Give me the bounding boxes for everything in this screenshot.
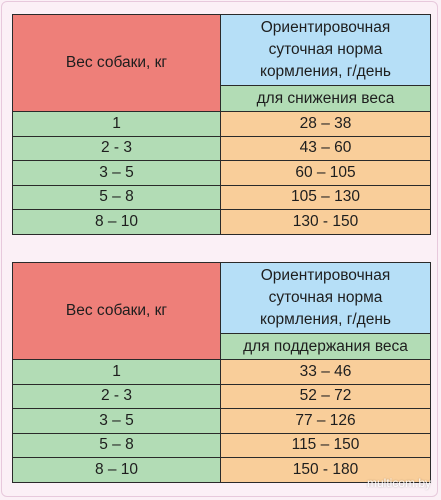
norm-cell: 52 – 72 xyxy=(220,383,431,409)
table-subheader-row: для снижения веса xyxy=(13,85,431,112)
weight-cell: 1 xyxy=(12,359,221,385)
norm-cell: 60 – 105 xyxy=(220,160,431,186)
weight-cell: 5 – 8 xyxy=(12,184,221,210)
norm-header: Ориентировочная суточная норма кормления… xyxy=(220,14,431,86)
weight-cell: 5 – 8 xyxy=(12,432,221,458)
table-header-row: Вес собаки, кг Ориентировочная суточная … xyxy=(12,262,431,360)
weight-cell: 1 xyxy=(12,111,221,137)
norm-header-line: суточная норма xyxy=(268,41,383,58)
norm-header-line: кормления, г/день xyxy=(259,63,391,80)
weight-header: Вес собаки, кг xyxy=(12,262,221,360)
table-row: 5 – 8 115 – 150 xyxy=(12,432,431,458)
norm-header: Ориентировочная суточная норма кормления… xyxy=(220,262,431,334)
norm-cell: 77 – 126 xyxy=(220,408,431,434)
table-row: 3 – 5 60 – 105 xyxy=(12,160,431,186)
weight-cell: 8 – 10 xyxy=(12,457,221,483)
table-row: 1 33 – 46 xyxy=(12,359,431,385)
weight-cell: 3 – 5 xyxy=(12,408,221,434)
norm-cell: 130 - 150 xyxy=(220,209,431,235)
table-row: 8 – 10 150 - 180 xyxy=(12,457,431,483)
norm-header-line: кормления, г/день xyxy=(259,311,391,328)
weight-cell: 2 - 3 xyxy=(12,135,221,161)
norm-cell: 43 – 60 xyxy=(220,135,431,161)
goal-label: для снижения веса xyxy=(220,85,431,112)
table-row: 2 - 3 43 – 60 xyxy=(12,135,431,161)
weight-header: Вес собаки, кг xyxy=(12,14,221,112)
norm-cell: 105 – 130 xyxy=(220,184,431,210)
weight-cell: 8 – 10 xyxy=(12,209,221,235)
norm-cell: 28 – 38 xyxy=(220,111,431,137)
norm-cell: 115 – 150 xyxy=(220,432,431,458)
norm-header-line: суточная норма xyxy=(268,289,383,306)
weight-cell: 3 – 5 xyxy=(12,160,221,186)
table-header-row: Вес собаки, кг Ориентировочная суточная … xyxy=(12,14,431,112)
table-row: 2 - 3 52 – 72 xyxy=(12,383,431,409)
watermark: multicom.by xyxy=(366,476,431,490)
weight-cell: 2 - 3 xyxy=(12,383,221,409)
table-row: 8 – 10 130 - 150 xyxy=(12,209,431,235)
norm-header-line: Ориентировочная xyxy=(260,19,391,36)
norm-cell: 33 – 46 xyxy=(220,359,431,385)
feeding-table-weight-loss: Вес собаки, кг Ориентировочная суточная … xyxy=(12,14,431,235)
table-row: 1 28 – 38 xyxy=(12,111,431,137)
feeding-table-weight-maintenance: Вес собаки, кг Ориентировочная суточная … xyxy=(12,262,431,483)
norm-cell: 150 - 180 xyxy=(220,457,431,483)
goal-label: для поддержания веса xyxy=(220,333,431,360)
table-row: 5 – 8 105 – 130 xyxy=(12,184,431,210)
table-subheader-row: для поддержания веса xyxy=(13,333,431,360)
table-row: 3 – 5 77 – 126 xyxy=(12,408,431,434)
norm-header-line: Ориентировочная xyxy=(260,267,391,284)
